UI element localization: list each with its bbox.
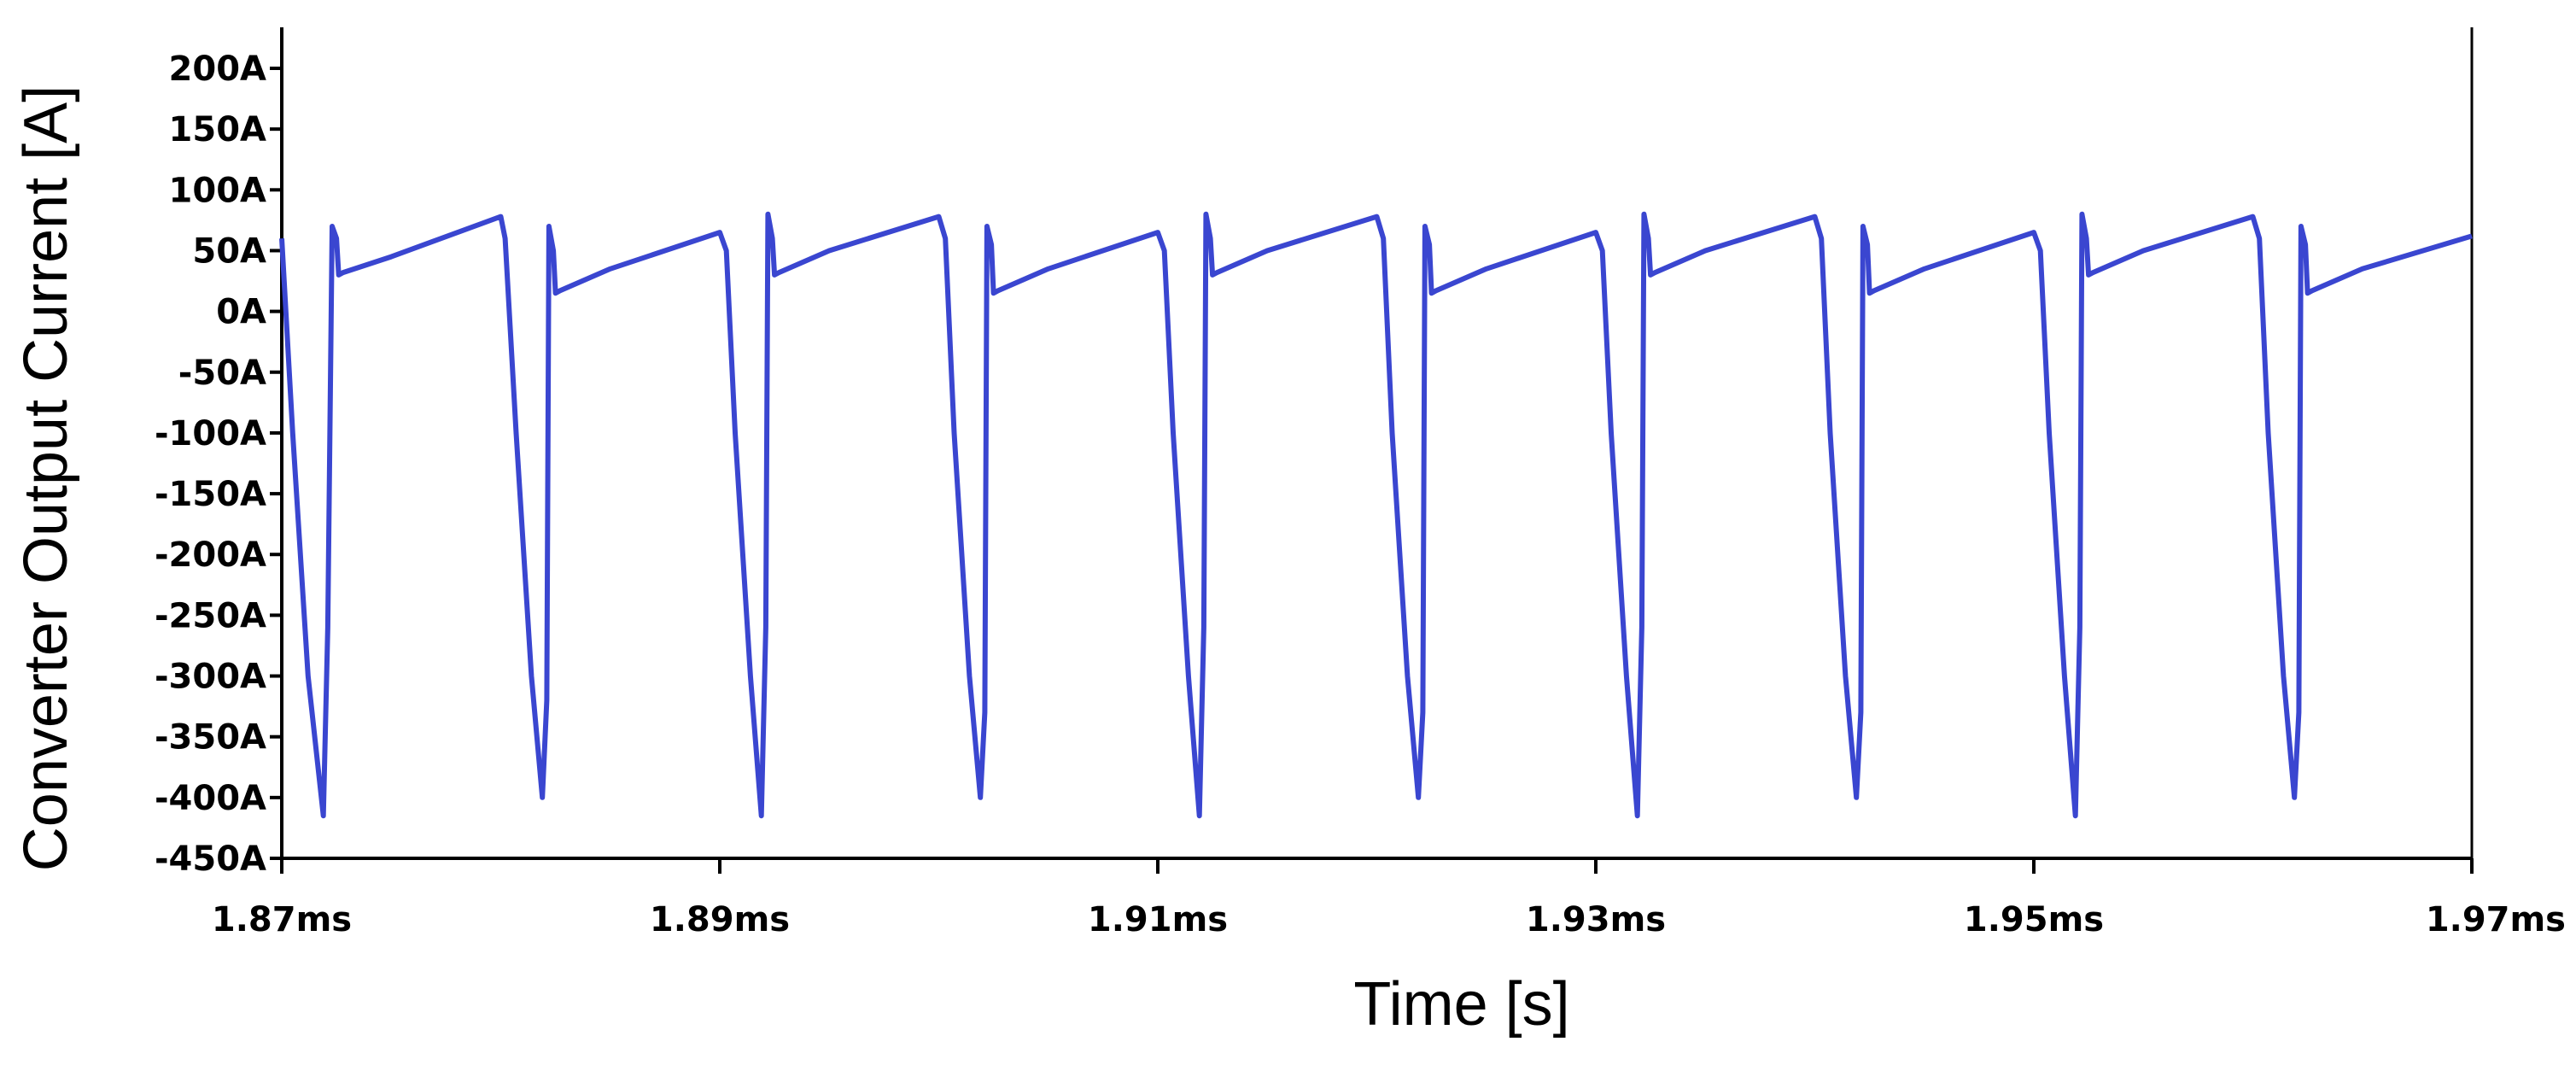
y-tick-label: -150A [155, 475, 266, 514]
y-axis-title: Converter Output Current [A] [12, 85, 80, 871]
x-axis-title: Time [s] [1353, 970, 1569, 1039]
x-tick-label: 1.91ms [1088, 900, 1228, 939]
plot-frame [280, 27, 2474, 860]
y-tick-label: -300A [155, 658, 266, 697]
x-tick-label: 1.93ms [1526, 900, 1666, 939]
y-tick-label: 50A [192, 231, 266, 271]
x-tick-label: 1.97ms [2426, 900, 2566, 939]
x-tick-label: 1.95ms [1964, 900, 2104, 939]
current-series-line [279, 211, 2473, 819]
x-tick-label: 1.87ms [212, 900, 352, 939]
y-tick-label: 0A [216, 293, 266, 332]
y-tick-label: 200A [169, 50, 266, 89]
series-layer [279, 211, 2473, 819]
y-tick-label: -350A [155, 718, 266, 758]
x-ticks: 1.87ms 1.89ms 1.91ms 1.93ms 1.95ms 1.97ms [212, 858, 2566, 939]
y-tick-label: 150A [169, 110, 266, 149]
y-tick-label: -400A [155, 779, 266, 818]
y-tick-label: -450A [155, 840, 266, 879]
y-tick-label: -50A [178, 354, 266, 393]
y-tick-label: -100A [155, 414, 266, 454]
x-tick-label: 1.89ms [650, 900, 790, 939]
y-tick-label: -200A [155, 535, 266, 575]
y-ticks: 200A 150A 100A 50A 0A -50A -100A -150A -200A -250… [155, 50, 282, 879]
y-tick-label: -250A [155, 596, 266, 635]
y-tick-label: 100A [169, 171, 266, 210]
